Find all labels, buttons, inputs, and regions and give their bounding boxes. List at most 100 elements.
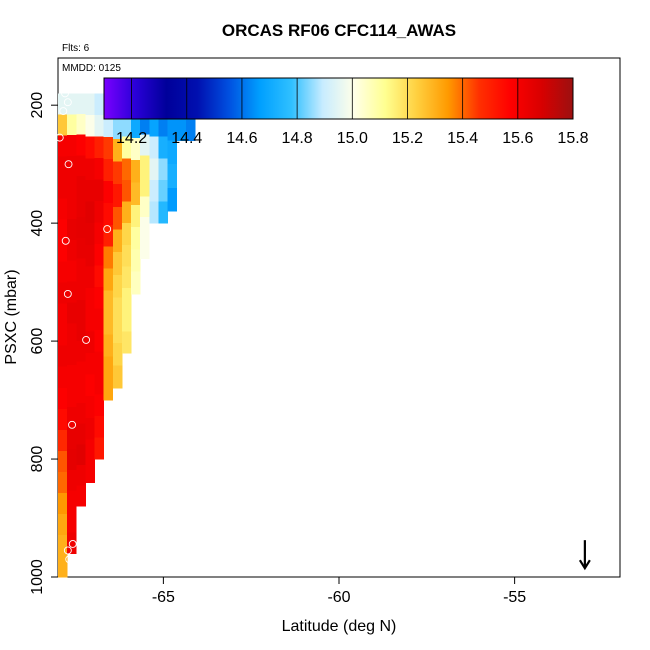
heatmap-cell bbox=[58, 387, 68, 410]
heatmap-cell bbox=[85, 115, 95, 138]
heatmap-cell bbox=[131, 271, 141, 295]
heatmap-cell bbox=[131, 137, 141, 161]
heatmap-cell bbox=[76, 217, 86, 239]
arrow-head bbox=[578, 559, 591, 571]
heatmap-cell bbox=[94, 308, 105, 331]
heatmap-cell bbox=[112, 252, 123, 276]
heatmap-cell bbox=[85, 352, 95, 375]
heatmap-cell bbox=[67, 323, 77, 345]
heatmap-cell bbox=[149, 115, 159, 138]
heatmap-cell bbox=[158, 201, 168, 224]
heatmap-cell bbox=[85, 461, 95, 484]
heatmap-cell bbox=[94, 114, 105, 137]
heatmap-cell bbox=[67, 365, 77, 387]
y-tick-label: 400 bbox=[29, 210, 46, 237]
heatmap-cell bbox=[85, 244, 95, 267]
sample-point bbox=[68, 540, 77, 548]
heatmap-cell bbox=[58, 450, 68, 473]
heatmap-cell bbox=[58, 156, 68, 178]
heatmap-cell bbox=[131, 115, 141, 139]
heatmap-cell bbox=[121, 331, 132, 354]
heatmap-cell bbox=[67, 427, 77, 450]
heatmap-cell bbox=[67, 135, 77, 157]
heatmap-cell bbox=[58, 513, 68, 536]
heatmap-cell bbox=[112, 116, 123, 140]
heatmap-cell bbox=[103, 356, 114, 379]
heatmap-cell bbox=[67, 511, 77, 533]
heatmap-cell bbox=[131, 249, 141, 273]
heatmap-cell bbox=[58, 492, 68, 515]
heatmap-cell bbox=[58, 429, 68, 452]
heatmap-cell bbox=[158, 158, 168, 181]
heatmap-cell bbox=[140, 237, 150, 259]
heatmap-cell bbox=[112, 184, 123, 208]
heatmap-cell bbox=[158, 115, 168, 138]
heatmap-cell bbox=[76, 114, 86, 136]
heatmap-cell bbox=[121, 201, 132, 224]
heatmap-cell bbox=[85, 396, 95, 419]
heatmap-cell bbox=[76, 341, 86, 363]
sample-point bbox=[82, 335, 91, 344]
heatmap-cell bbox=[67, 490, 77, 512]
heatmap-cell bbox=[176, 116, 187, 141]
sample-point bbox=[68, 420, 77, 429]
colorbar-gradient bbox=[103, 77, 574, 120]
heatmap-cell bbox=[121, 158, 132, 181]
x-axis: -65 -60 -55 bbox=[152, 577, 526, 606]
heatmap-cell bbox=[140, 114, 150, 136]
heatmap-cell bbox=[76, 93, 86, 115]
heatmap-cell bbox=[58, 240, 68, 262]
heatmap-cell bbox=[76, 279, 86, 301]
heatmap-cell bbox=[85, 288, 95, 311]
heatmap-cell bbox=[94, 329, 105, 352]
heatmap-cell bbox=[103, 115, 114, 138]
heatmap-cell bbox=[58, 93, 68, 115]
colorbar-tick-label: 14.4 bbox=[171, 130, 202, 147]
heatmap-cell bbox=[67, 260, 77, 282]
sample-point bbox=[63, 98, 72, 107]
heatmap-cell bbox=[94, 200, 105, 223]
heatmap-cell bbox=[76, 485, 86, 507]
heatmap-cell bbox=[112, 229, 123, 253]
heatmap-cell bbox=[76, 299, 86, 321]
heatmap-cell bbox=[121, 288, 132, 311]
heatmap-cell bbox=[76, 403, 86, 425]
heatmap-cell bbox=[121, 309, 132, 332]
heatmap-cell bbox=[67, 281, 77, 303]
heatmap-cell bbox=[103, 202, 114, 226]
colorbar-tick-label: 15.8 bbox=[557, 130, 588, 147]
colorbar-tick-label: 15.0 bbox=[337, 130, 368, 147]
arrow-down-icon bbox=[578, 540, 591, 571]
sample-point bbox=[103, 225, 112, 233]
heatmap-cell bbox=[76, 175, 86, 197]
heatmap-cell bbox=[94, 373, 105, 395]
colorbar-tick-label: 15.4 bbox=[447, 130, 478, 147]
heatmap-cell bbox=[185, 116, 196, 141]
y-tick-label: 1000 bbox=[29, 559, 46, 595]
heatmap-cell bbox=[76, 382, 86, 404]
heatmap-cell bbox=[58, 555, 68, 578]
sample-point bbox=[64, 160, 73, 169]
x-tick-label: -60 bbox=[327, 589, 350, 606]
heatmap-cell bbox=[112, 161, 123, 185]
colorbar-tick-label: 14.8 bbox=[282, 130, 313, 147]
heatmap-cell bbox=[121, 115, 132, 138]
heatmap-cell bbox=[67, 469, 77, 492]
heatmap-cell bbox=[131, 160, 141, 183]
colorbar-tick-label: 15.2 bbox=[392, 130, 423, 147]
heatmap-cell bbox=[76, 444, 86, 466]
heatmap-cell bbox=[67, 218, 77, 241]
heatmap-cell bbox=[149, 136, 159, 159]
colorbar-tick-label: 14.2 bbox=[116, 130, 147, 147]
heatmap-cell bbox=[94, 394, 105, 417]
heatmap-cell bbox=[85, 136, 95, 159]
heatmap-cell bbox=[140, 196, 150, 218]
heatmap-cell bbox=[121, 266, 132, 289]
heatmap-cell bbox=[158, 136, 168, 159]
chart-title: ORCAS RF06 CFC114_AWAS bbox=[222, 21, 456, 40]
heatmap-cell bbox=[158, 179, 168, 202]
heatmap-cell bbox=[58, 408, 68, 431]
heatmap-cell bbox=[58, 345, 68, 368]
heatmap-cell bbox=[76, 258, 86, 280]
heatmap-cell bbox=[58, 219, 68, 241]
